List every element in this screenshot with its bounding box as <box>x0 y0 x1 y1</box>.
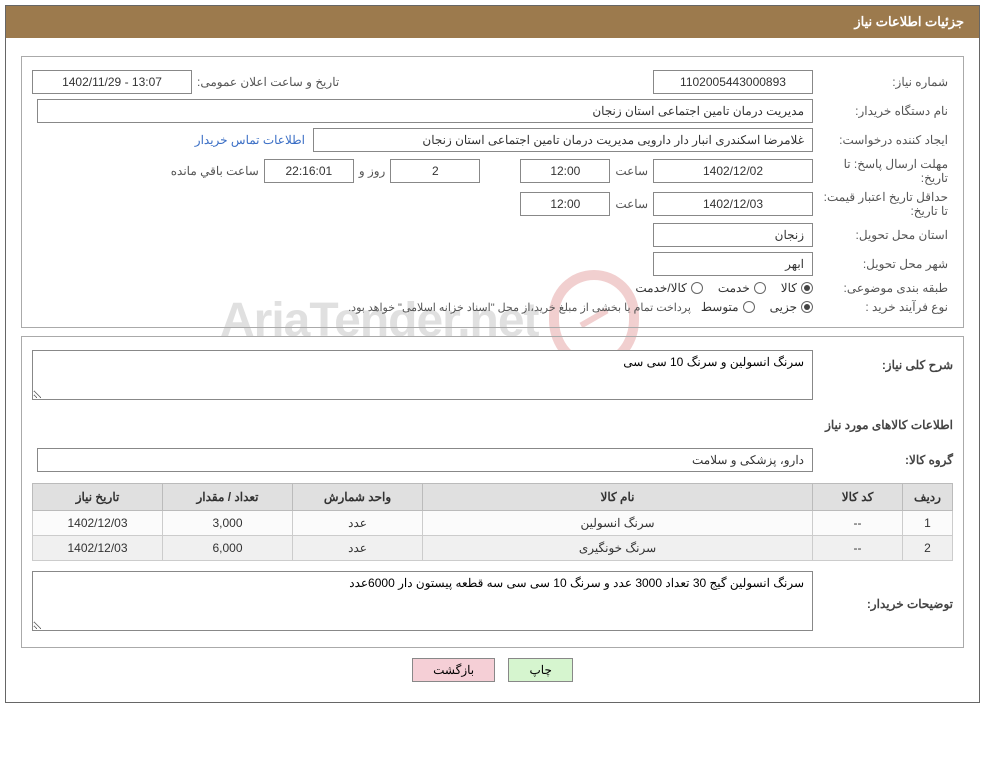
table-row: 1 -- سرنگ انسولین عدد 3,000 1402/12/03 <box>33 511 953 536</box>
cell-unit: عدد <box>293 536 423 561</box>
content-area: شماره نیاز: 1102005443000893 تاریخ و ساع… <box>6 38 979 692</box>
page-container: جزئیات اطلاعات نیاز شماره نیاز: 11020054… <box>5 5 980 703</box>
row-requester: ایجاد کننده درخواست: غلامرضا اسکندری انب… <box>32 128 953 152</box>
requester-label: ایجاد کننده درخواست: <box>813 133 953 147</box>
days-label: روز و <box>354 164 391 178</box>
radio-icon <box>754 282 766 294</box>
payment-note: پرداخت تمام یا بخشی از مبلغ خرید،از محل … <box>348 301 701 314</box>
th-row: ردیف <box>903 484 953 511</box>
page-title: جزئیات اطلاعات نیاز <box>854 14 964 29</box>
category-radio-group: کالا خدمت کالا/خدمت <box>635 281 813 295</box>
time-label-1: ساعت <box>610 164 653 178</box>
radio-icon <box>691 282 703 294</box>
page-title-bar: جزئیات اطلاعات نیاز <box>6 6 979 38</box>
price-validity-date-value: 1402/12/03 <box>653 192 813 216</box>
response-deadline-label: مهلت ارسال پاسخ: تا تاریخ: <box>813 157 953 185</box>
delivery-province-label: استان محل تحویل: <box>813 228 953 242</box>
radio-partial[interactable]: جزیی <box>770 300 813 314</box>
th-date: تاریخ نیاز <box>33 484 163 511</box>
back-button[interactable]: بازگشت <box>412 658 495 682</box>
row-buyer-org: نام دستگاه خریدار: مدیریت درمان تامین اج… <box>32 99 953 123</box>
category-label: طبقه بندی موضوعی: <box>813 281 953 295</box>
info-section: شماره نیاز: 1102005443000893 تاریخ و ساع… <box>21 56 964 328</box>
process-radio-group: جزیی متوسط <box>701 300 813 314</box>
general-desc-label: شرح کلی نیاز: <box>813 358 953 372</box>
cell-name: سرنگ انسولین <box>423 511 813 536</box>
delivery-city-label: شهر محل تحویل: <box>813 257 953 271</box>
cell-row: 1 <box>903 511 953 536</box>
row-need-number: شماره نیاز: 1102005443000893 تاریخ و ساع… <box>32 70 953 94</box>
cell-name: سرنگ خونگیری <box>423 536 813 561</box>
countdown-value: 22:16:01 <box>264 159 354 183</box>
items-info-label: اطلاعات کالاهای مورد نیاز <box>825 418 953 432</box>
cell-code: -- <box>813 511 903 536</box>
cell-qty: 6,000 <box>163 536 293 561</box>
announce-date-value: 13:07 - 1402/11/29 <box>32 70 192 94</box>
radio-goods[interactable]: کالا <box>781 281 813 295</box>
row-price-validity: حداقل تاریخ اعتبار قیمت: تا تاریخ: 1402/… <box>32 190 953 218</box>
row-delivery-province: استان محل تحویل: زنجان <box>32 223 953 247</box>
button-row: چاپ بازگشت <box>21 658 964 682</box>
th-name: نام کالا <box>423 484 813 511</box>
requester-value: غلامرضا اسکندری انبار دار دارویی مدیریت … <box>313 128 813 152</box>
table-row: 2 -- سرنگ خونگیری عدد 6,000 1402/12/03 <box>33 536 953 561</box>
announce-date-label: تاریخ و ساعت اعلان عمومی: <box>192 75 344 89</box>
cell-qty: 3,000 <box>163 511 293 536</box>
radio-goods-service[interactable]: کالا/خدمت <box>635 281 702 295</box>
radio-icon <box>801 301 813 313</box>
buyer-notes-label: توضیحات خریدار: <box>813 579 953 611</box>
row-general-desc: شرح کلی نیاز: <box>32 350 953 403</box>
purchase-process-label: نوع فرآیند خرید : <box>813 300 953 314</box>
time-label-2: ساعت <box>610 197 653 211</box>
radio-service[interactable]: خدمت <box>718 281 766 295</box>
radio-icon <box>743 301 755 313</box>
table-header-row: ردیف کد کالا نام کالا واحد شمارش تعداد /… <box>33 484 953 511</box>
buyer-org-value: مدیریت درمان تامین اجتماعی استان زنجان <box>37 99 813 123</box>
cell-date: 1402/12/03 <box>33 511 163 536</box>
cell-date: 1402/12/03 <box>33 536 163 561</box>
need-number-label: شماره نیاز: <box>813 75 953 89</box>
delivery-province-value: زنجان <box>653 223 813 247</box>
response-time-value: 12:00 <box>520 159 610 183</box>
row-buyer-notes: توضیحات خریدار: <box>32 571 953 634</box>
row-goods-group: گروه کالا: دارو، پزشکی و سلامت <box>32 445 953 475</box>
th-qty: تعداد / مقدار <box>163 484 293 511</box>
th-unit: واحد شمارش <box>293 484 423 511</box>
buyer-org-label: نام دستگاه خریدار: <box>813 104 953 118</box>
delivery-city-value: ابهر <box>653 252 813 276</box>
row-purchase-process: نوع فرآیند خرید : جزیی متوسط پرداخت تمام… <box>32 300 953 314</box>
items-table: ردیف کد کالا نام کالا واحد شمارش تعداد /… <box>32 483 953 561</box>
price-validity-label: حداقل تاریخ اعتبار قیمت: تا تاریخ: <box>813 190 953 218</box>
print-button[interactable]: چاپ <box>508 658 572 682</box>
price-validity-time-value: 12:00 <box>520 192 610 216</box>
row-category: طبقه بندی موضوعی: کالا خدمت کالا/خدمت <box>32 281 953 295</box>
goods-group-label: گروه کالا: <box>813 453 953 467</box>
cell-unit: عدد <box>293 511 423 536</box>
goods-group-value: دارو، پزشکی و سلامت <box>37 448 813 472</box>
buyer-contact-link[interactable]: اطلاعات تماس خریدار <box>187 133 313 147</box>
remaining-label: ساعت باقي مانده <box>166 164 264 178</box>
cell-row: 2 <box>903 536 953 561</box>
details-section: شرح کلی نیاز: اطلاعات کالاهای مورد نیاز … <box>21 336 964 648</box>
need-number-value: 1102005443000893 <box>653 70 813 94</box>
row-response-deadline: مهلت ارسال پاسخ: تا تاریخ: 1402/12/02 سا… <box>32 157 953 185</box>
buyer-notes-value[interactable] <box>32 571 813 631</box>
row-delivery-city: شهر محل تحویل: ابهر <box>32 252 953 276</box>
days-remaining-value: 2 <box>390 159 480 183</box>
general-desc-value[interactable] <box>32 350 813 400</box>
response-date-value: 1402/12/02 <box>653 159 813 183</box>
radio-medium[interactable]: متوسط <box>701 300 755 314</box>
th-code: کد کالا <box>813 484 903 511</box>
radio-icon <box>801 282 813 294</box>
cell-code: -- <box>813 536 903 561</box>
